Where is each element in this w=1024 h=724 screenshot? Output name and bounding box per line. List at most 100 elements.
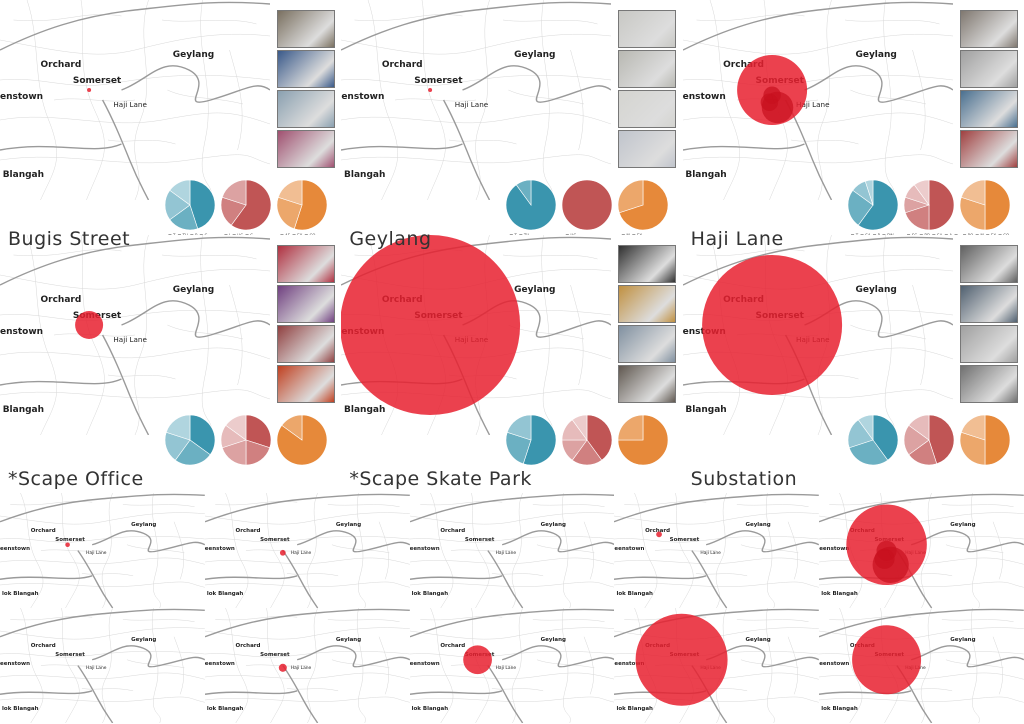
place-label-queenstown: enstown	[682, 92, 726, 102]
minor-road	[0, 348, 270, 359]
minor-road	[683, 34, 953, 54]
place-label-orchard: Orchard	[30, 527, 56, 534]
pie-slice	[960, 415, 985, 441]
legend-entry: ■ BW	[882, 233, 894, 235]
minor-road	[357, 608, 365, 723]
place-label-bukit-merah: Blangah	[344, 170, 386, 180]
minor-road	[174, 522, 184, 580]
pie-slice	[913, 180, 929, 206]
minor-road	[471, 493, 489, 608]
graffiti-photo	[959, 245, 1018, 283]
pie-slice	[848, 439, 888, 465]
minor-road	[152, 608, 160, 723]
legend-entry: ■ P	[190, 233, 197, 235]
minor-road	[123, 620, 195, 622]
major-road	[341, 144, 463, 150]
graffiti-density-marker	[846, 504, 928, 585]
minor-road	[0, 697, 205, 702]
place-label-bukit-merah: lok Blangah	[206, 590, 244, 597]
minor-road	[0, 536, 205, 542]
pie-slice	[507, 415, 532, 441]
graffiti-photo	[277, 130, 335, 168]
marker-circle	[852, 625, 922, 695]
minor-road	[921, 608, 932, 723]
major-road	[78, 666, 113, 724]
minor-road	[542, 235, 553, 435]
minor-road	[82, 574, 133, 576]
place-label-orchard: Orchard	[30, 642, 56, 649]
place-label-somerset: Somerset	[55, 536, 85, 543]
section-title: Substation	[690, 468, 798, 490]
minor-road	[135, 235, 149, 435]
minor-road	[0, 651, 205, 657]
minor-road	[395, 99, 476, 101]
pie-slice	[928, 180, 954, 230]
minor-road	[266, 493, 284, 608]
place-label-haji-lane: Haji Lane	[495, 550, 517, 556]
legend-entry: ■ EX	[632, 233, 642, 235]
minor-road	[912, 50, 925, 150]
minor-road	[167, 325, 243, 339]
place-label-geylang: Geylang	[540, 521, 566, 528]
place-label-bukit-merah: lok Blangah	[206, 705, 244, 712]
minor-road	[341, 155, 611, 164]
legend-entry: ■ T	[168, 233, 176, 235]
marker-circle	[87, 88, 92, 92]
place-label-bukit-merah: lok Blangah	[616, 590, 653, 597]
minor-road	[562, 493, 570, 608]
pie-slice	[189, 415, 215, 456]
marker-circle	[428, 88, 433, 92]
pie-chart-orange	[277, 180, 327, 230]
minor-road	[341, 113, 611, 124]
pie-chart-teal	[165, 415, 215, 465]
place-label-geylang: Geylang	[540, 636, 566, 643]
major-road	[0, 144, 122, 150]
section-title: Bugis Street	[8, 228, 131, 250]
minor-road	[0, 390, 270, 399]
pie-slice	[516, 180, 532, 206]
minor-road	[420, 616, 502, 620]
pie-slice	[572, 415, 588, 441]
minor-road	[410, 558, 615, 564]
road-map	[0, 235, 270, 435]
graffiti-density-marker	[87, 88, 92, 92]
minor-road	[942, 620, 1014, 622]
place-label-somerset: Somerset	[55, 651, 85, 658]
marker-circle	[75, 311, 104, 339]
pie-legend: ■ AF■ EX■ CO	[280, 233, 336, 235]
major-road	[502, 646, 615, 667]
minor-road	[10, 616, 92, 620]
legend-entry: ■ CO	[998, 233, 1009, 235]
place-label-queenstown: eenstown	[409, 545, 440, 552]
minor-road	[829, 616, 911, 620]
minor-road	[230, 285, 243, 385]
minor-road	[788, 637, 798, 695]
place-label-haji-lane: Haji Lane	[113, 100, 147, 109]
pie-slice	[908, 415, 929, 441]
minor-road	[410, 673, 615, 679]
minor-road	[971, 493, 979, 608]
marker-circle	[65, 542, 70, 548]
place-label-geylang: Geylang	[745, 521, 771, 528]
road-map	[0, 493, 205, 608]
graffiti-photo	[618, 130, 677, 168]
road-map	[205, 608, 410, 723]
minor-road	[737, 620, 809, 622]
major-road	[0, 237, 270, 285]
road-map	[341, 0, 611, 200]
minor-road	[503, 255, 598, 259]
legend-entry: ■ T	[509, 233, 517, 235]
minor-road	[571, 50, 584, 150]
minor-road	[205, 558, 410, 564]
place-label-haji-lane: Haji Lane	[86, 550, 107, 556]
major-road	[463, 66, 612, 103]
major-road	[410, 576, 502, 579]
pie-slice	[619, 180, 669, 230]
minor-road	[307, 608, 318, 723]
small-map-2: Orchard Somerset Geylang eenstown lok Blanga…	[409, 493, 615, 608]
place-label-geylang: Geylang	[335, 521, 362, 528]
pie-slice	[872, 415, 898, 461]
minor-road	[287, 574, 338, 576]
